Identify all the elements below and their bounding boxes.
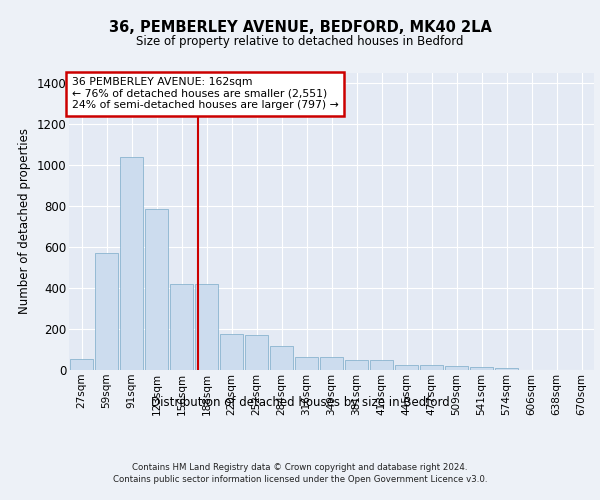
Text: Distribution of detached houses by size in Bedford: Distribution of detached houses by size … [151, 396, 449, 409]
Bar [495, 368, 518, 370]
Text: Contains public sector information licensed under the Open Government Licence v3: Contains public sector information licen… [113, 476, 487, 484]
Y-axis label: Number of detached properties: Number of detached properties [18, 128, 31, 314]
Text: Contains HM Land Registry data © Crown copyright and database right 2024.: Contains HM Land Registry data © Crown c… [132, 463, 468, 472]
Bar [145, 209, 168, 370]
Bar [170, 284, 193, 370]
Bar [420, 366, 443, 370]
Text: Size of property relative to detached houses in Bedford: Size of property relative to detached ho… [136, 34, 464, 48]
Bar [445, 366, 468, 370]
Text: 36 PEMBERLEY AVENUE: 162sqm
← 76% of detached houses are smaller (2,551)
24% of : 36 PEMBERLEY AVENUE: 162sqm ← 76% of det… [71, 77, 338, 110]
Bar [70, 358, 93, 370]
Bar [345, 360, 368, 370]
Bar [220, 334, 243, 370]
Bar [95, 253, 118, 370]
Bar [295, 356, 318, 370]
Bar [270, 346, 293, 370]
Bar [245, 335, 268, 370]
Bar [395, 365, 418, 370]
Bar [320, 356, 343, 370]
Bar [195, 284, 218, 370]
Bar [370, 360, 393, 370]
Bar [120, 156, 143, 370]
Bar [470, 367, 493, 370]
Text: 36, PEMBERLEY AVENUE, BEDFORD, MK40 2LA: 36, PEMBERLEY AVENUE, BEDFORD, MK40 2LA [109, 20, 491, 35]
